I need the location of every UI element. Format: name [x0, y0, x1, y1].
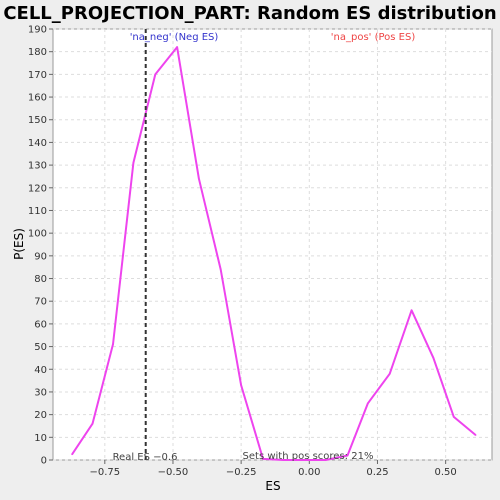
x-tick-label: −0.25	[226, 467, 257, 478]
y-tick-label: 60	[34, 319, 47, 330]
distribution-line	[71, 46, 477, 461]
y-axis-label: P(ES)	[12, 228, 26, 260]
y-tick-label: 160	[28, 93, 47, 104]
y-tick-label: 80	[34, 274, 47, 285]
y-tick-label: 10	[34, 433, 47, 444]
data-point	[91, 422, 94, 425]
pos-es-label: 'na_pos' (Pos ES)	[331, 32, 416, 43]
pos-scores-label: Sets with pos scores: 21%	[243, 451, 374, 462]
real-es-label: Real ES −0.6	[113, 452, 178, 463]
data-point	[176, 46, 178, 48]
y-tick-label: 130	[28, 161, 47, 172]
data-point	[219, 268, 222, 271]
data-point	[71, 453, 73, 456]
x-tick-label: −0.75	[89, 467, 120, 478]
data-point	[388, 373, 391, 375]
y-tick-label: 140	[28, 138, 47, 149]
y-tick-label: 50	[34, 342, 47, 353]
y-tick-label: 70	[34, 297, 47, 308]
y-tick-label: 20	[34, 410, 47, 421]
data-point	[474, 434, 477, 436]
data-point	[432, 357, 435, 359]
chart-title: CELL_PROJECTION_PART: Random ES distribu…	[3, 3, 496, 24]
series	[71, 46, 477, 461]
data-point	[346, 454, 349, 457]
y-tick-label: 170	[28, 70, 47, 81]
plot-area	[52, 28, 493, 461]
data-point	[154, 73, 157, 76]
data-point	[132, 162, 135, 164]
x-axis-label: ES	[265, 479, 280, 493]
x-tick-label: 0.00	[298, 467, 320, 478]
data-point	[367, 402, 369, 405]
y-tick-label: 90	[34, 251, 47, 262]
y-tick-label: 150	[28, 115, 47, 126]
data-point	[198, 177, 200, 180]
data-point	[410, 309, 413, 312]
y-tick-label: 100	[28, 229, 47, 240]
y-tick-label: 190	[28, 25, 47, 36]
y-tick-label: 40	[34, 365, 47, 376]
neg-es-label: 'na_neg' (Neg ES)	[130, 32, 219, 43]
y-tick-label: 0	[41, 456, 47, 467]
x-tick-label: −0.50	[158, 467, 189, 478]
data-point	[112, 343, 114, 346]
y-tick-label: 120	[28, 183, 47, 194]
data-point	[304, 459, 307, 461]
data-point	[324, 459, 327, 461]
axes: 0 10 20 30 40 50 60 70 80 90 100 110 120 130 140 150 160…	[28, 25, 457, 479]
y-tick-label: 110	[28, 206, 47, 217]
data-point	[262, 458, 264, 460]
data-point	[453, 416, 455, 418]
x-tick-label: 0.50	[435, 467, 457, 478]
data-point	[240, 384, 242, 386]
data-point	[282, 459, 285, 461]
y-tick-label: 180	[28, 47, 47, 58]
x-tick-label: 0.25	[366, 467, 388, 478]
y-tick-label: 30	[34, 387, 47, 398]
